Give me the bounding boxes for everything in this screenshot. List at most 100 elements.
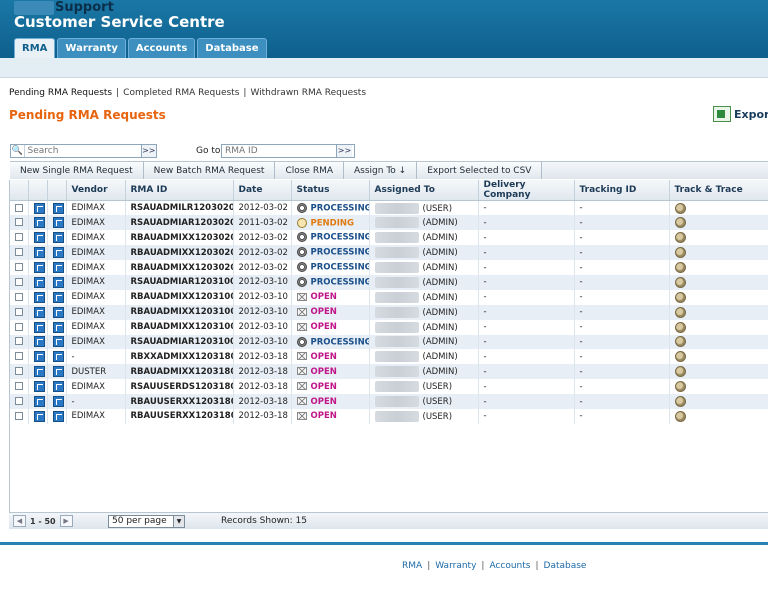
chevron-down-icon[interactable]: ▼ (173, 516, 184, 527)
rma-id-cell[interactable]: RBAUADMIXX12031002 (125, 289, 234, 305)
row-checkbox[interactable] (15, 382, 23, 391)
table-row[interactable]: EDIMAX RBAUADMIXX12031002 2012-03-10 OPEN (A… (10, 304, 768, 320)
view-details-icon[interactable] (52, 262, 64, 273)
export-button[interactable]: Export (713, 106, 768, 122)
row-checkbox[interactable] (15, 248, 23, 257)
header-tracking-id[interactable]: Tracking ID (574, 180, 670, 201)
footer-link-rma[interactable]: RMA (402, 561, 423, 571)
view-details-icon[interactable] (52, 202, 64, 214)
rma-id-cell[interactable]: RBAUADMIXX12031002 (125, 304, 234, 320)
table-row[interactable]: - RBAUUSERXX12031804 2012-03-18 OPEN (USER) -… (10, 394, 768, 409)
rma-id-cell[interactable]: RBAUADMIXX12031802 (125, 364, 234, 380)
edit-icon[interactable] (33, 291, 45, 303)
edit-icon[interactable] (33, 217, 45, 229)
row-checkbox[interactable] (15, 322, 23, 331)
rma-id-cell[interactable]: RSAUADMIAR12031001 (125, 274, 234, 290)
per-page-select[interactable]: 50 per page ▼ (108, 515, 185, 528)
table-row[interactable]: EDIMAX RSAUADMILR12030202 2012-03-02 PROCES… (10, 200, 768, 216)
edit-icon[interactable] (33, 381, 45, 393)
table-row[interactable]: EDIMAX RBAUADMIXX12030203 2012-03-02 PROCES… (10, 260, 768, 275)
table-row[interactable]: EDIMAX RSAUADMIAR12030206 2011-03-02 PENDIN… (10, 215, 768, 231)
table-row[interactable]: - RBXXADMIXX12031801 2012-03-18 OPEN (ADMIN)… (10, 349, 768, 365)
edit-icon[interactable] (33, 262, 45, 273)
edit-icon[interactable] (33, 306, 45, 318)
new-single-rma-button[interactable]: New Single RMA Request (10, 162, 144, 179)
edit-icon[interactable] (33, 247, 45, 259)
edit-icon[interactable] (33, 202, 45, 214)
rma-id-cell[interactable]: RBAUADMIXX12030203 (125, 260, 234, 275)
assign-to-button[interactable]: Assign To ↓ (344, 162, 418, 179)
track-trace-icon[interactable] (674, 381, 686, 393)
row-checkbox[interactable] (15, 307, 23, 316)
row-checkbox[interactable] (15, 263, 23, 271)
track-trace-icon[interactable] (674, 217, 686, 229)
track-trace-icon[interactable] (674, 351, 686, 363)
tab-accounts[interactable]: Accounts (127, 38, 196, 58)
edit-icon[interactable] (33, 336, 45, 348)
track-trace-icon[interactable] (674, 202, 686, 214)
track-trace-icon[interactable] (674, 336, 686, 348)
rma-id-cell[interactable]: RSAUUSERDS12031803 (125, 379, 234, 395)
edit-icon[interactable] (33, 232, 45, 244)
view-details-icon[interactable] (52, 351, 64, 363)
track-trace-icon[interactable] (674, 306, 686, 318)
row-checkbox[interactable] (15, 292, 23, 301)
view-details-icon[interactable] (52, 366, 64, 378)
goto-go-button[interactable]: >> (336, 145, 352, 157)
view-details-icon[interactable] (52, 217, 64, 229)
edit-icon[interactable] (33, 351, 45, 363)
footer-link-warranty[interactable]: Warranty (435, 561, 477, 571)
track-trace-icon[interactable] (674, 262, 686, 273)
track-trace-icon[interactable] (674, 410, 686, 422)
view-details-icon[interactable] (52, 396, 64, 408)
table-row[interactable]: EDIMAX RBAUADMIXX12030203 2012-03-02 PROCES… (10, 230, 768, 246)
track-trace-icon[interactable] (674, 247, 686, 259)
search-go-button[interactable]: >> (140, 145, 156, 157)
header-status[interactable]: Status (291, 180, 370, 201)
view-details-icon[interactable] (52, 291, 64, 303)
goto-rma-input[interactable] (222, 145, 336, 157)
rma-id-cell[interactable]: RBAUADMIXX12031002 (125, 319, 234, 335)
footer-link-database[interactable]: Database (543, 561, 587, 571)
view-details-icon[interactable] (52, 381, 64, 393)
export-csv-button[interactable]: Export Selected to CSV (417, 162, 543, 179)
row-checkbox[interactable] (15, 277, 23, 286)
edit-icon[interactable] (33, 396, 45, 408)
view-details-icon[interactable] (52, 336, 64, 348)
new-batch-rma-button[interactable]: New Batch RMA Request (143, 162, 276, 179)
header-assigned-to[interactable]: Assigned To (369, 180, 479, 201)
track-trace-icon[interactable] (674, 232, 686, 244)
row-checkbox[interactable] (15, 218, 23, 227)
subnav-pending[interactable]: Pending RMA Requests (9, 88, 113, 98)
row-checkbox[interactable] (15, 233, 23, 242)
close-rma-button[interactable]: Close RMA (275, 162, 345, 179)
footer-link-accounts[interactable]: Accounts (489, 561, 531, 571)
view-details-icon[interactable] (52, 247, 64, 259)
rma-id-cell[interactable]: RSAUADMILR12030202 (125, 200, 234, 216)
header-delivery-company[interactable]: Delivery Company (478, 180, 575, 201)
rma-id-cell[interactable]: RBAUUSERXX12031804 (125, 408, 234, 424)
table-row[interactable]: EDIMAX RBAUADMIXX12030203 2012-03-02 PROCES… (10, 245, 768, 261)
subnav-completed[interactable]: Completed RMA Requests (123, 88, 240, 98)
row-checkbox[interactable] (15, 203, 23, 212)
table-row[interactable]: EDIMAX RSAUADMIAR12031003 2012-03-10 PROCES… (10, 334, 768, 350)
row-checkbox[interactable] (15, 352, 23, 361)
edit-icon[interactable] (33, 410, 45, 422)
rma-id-cell[interactable]: RBAUADMIXX12030203 (125, 230, 234, 246)
edit-icon[interactable] (33, 366, 45, 378)
edit-icon[interactable] (33, 321, 45, 333)
track-trace-icon[interactable] (674, 321, 686, 333)
view-details-icon[interactable] (52, 410, 64, 422)
view-details-icon[interactable] (52, 232, 64, 244)
row-checkbox[interactable] (15, 367, 23, 376)
view-details-icon[interactable] (52, 321, 64, 333)
rma-id-cell[interactable]: RBXXADMIXX12031801 (125, 349, 234, 365)
table-row[interactable]: EDIMAX RSAUADMIAR12031001 2012-03-10 PROCES… (10, 274, 768, 290)
prev-page-button[interactable]: ◀ (13, 515, 26, 527)
track-trace-icon[interactable] (674, 276, 686, 288)
track-trace-icon[interactable] (674, 291, 686, 303)
track-trace-icon[interactable] (674, 366, 686, 378)
rma-id-cell[interactable]: RSAUADMIAR12031003 (125, 334, 234, 350)
row-checkbox[interactable] (15, 411, 23, 420)
next-page-button[interactable]: ▶ (59, 515, 73, 527)
